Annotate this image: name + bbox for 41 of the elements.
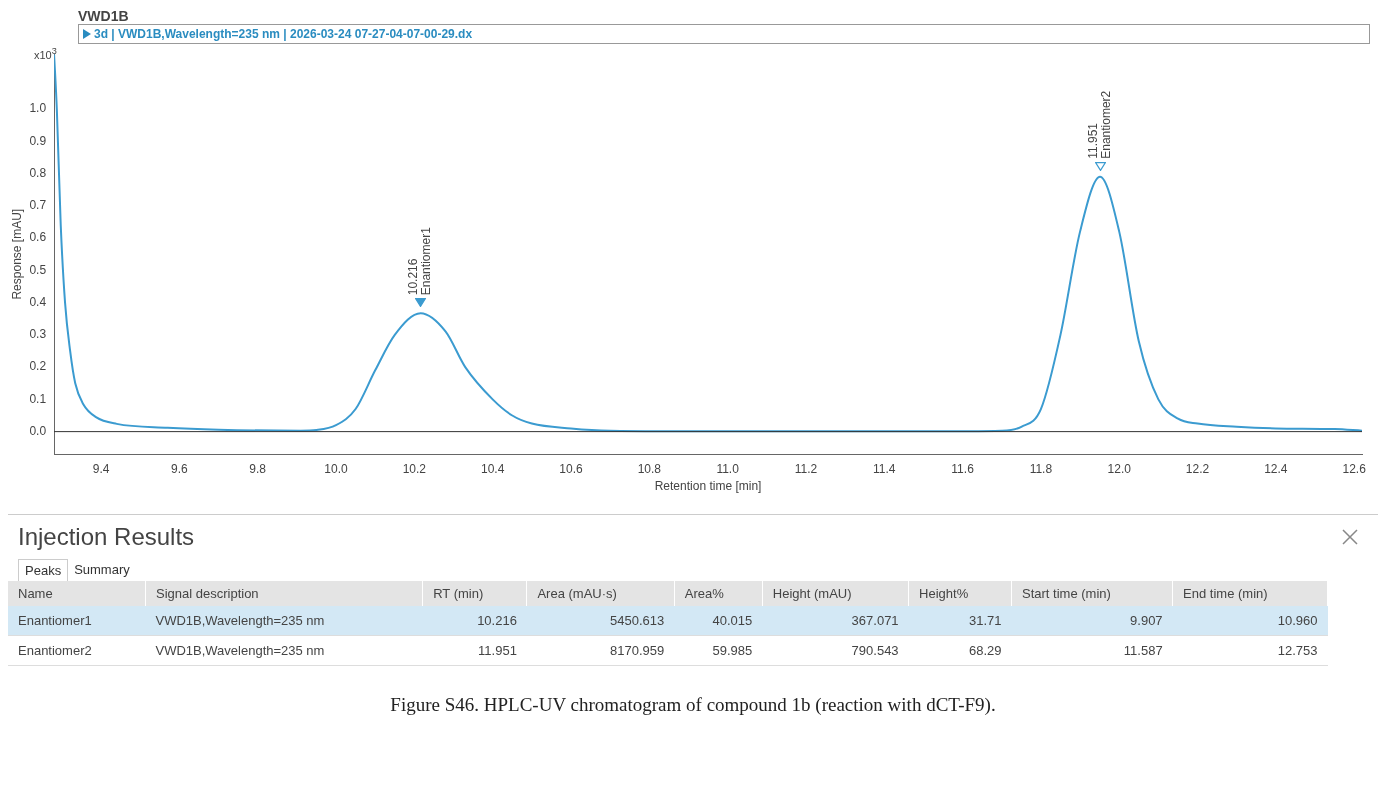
x-tick-label: 10.2 [402,461,427,476]
y-tick-label: 0.7 [29,198,47,213]
text: Peaks Summary [24,561,131,580]
x-tick-label: 12.4 [1264,461,1288,476]
x-tick-label: 11.6 [951,461,975,476]
y-tick-label: 0.8 [29,165,47,180]
x-tick-label: 12.0 [1107,461,1132,476]
y-tick-label: 0.6 [29,230,47,245]
y-tick-label: 0.2 [29,359,47,374]
table-header: Name Signal description RT (min) Area (mAU·s) Area% Height (mAU) Height% Start time (min) End time (min) [8,581,1328,606]
x-tick-label: 11.4 [873,461,896,476]
x-tick-label: 9.4 [92,461,110,476]
y-tick-label: 0.3 [29,327,47,342]
y-axis-title: Response [mAU] [9,208,24,300]
annotation: x10$^{3}$ [34,46,57,61]
x-tick-label: 12.6 [1342,461,1367,476]
annotation: 11.951 Enantiomer2 [1085,90,1113,159]
text: Enantiomer1 VWD1B,Wavelength=235 nm 10.216 5450.613 40.015 367.071 31.71 9.907 10.960 [18,613,1318,628]
x-tick-label: 11.8 [1029,461,1053,476]
y-tick-label: 0.5 [29,262,47,277]
x-tick-label: 10.4 [480,461,505,476]
caption: Figure S46. HPLC-UV chromatogram of compound 1b (reaction with dCT-F9). [389,694,997,716]
x-tick-label: 9.6 [171,461,189,476]
x-tick-label: 9.8 [249,461,267,476]
y-tick-label: 1.0 [29,101,47,116]
x-tick-label: 10.6 [559,461,583,476]
annotation: 10.216 Enantiomer1 [406,226,434,296]
x-tick-label: 11.2 [794,461,818,476]
x-tick-label: 10.0 [324,461,349,476]
text: Injection Results [17,522,196,552]
x-tick-label: 12.2 [1185,461,1210,476]
chart-title: VWD1B [78,8,130,24]
x-tick-label: 11.0 [716,461,740,476]
y-tick-label: 0.9 [29,133,47,148]
x-tick-label: 10.8 [637,461,662,476]
y-tick-label: 0.4 [29,294,47,309]
text: Enantiomer2 VWD1B,Wavelength=235 nm 11.951 8170.959 59.985 790.543 68.29 11.587 12.753 [18,643,1318,658]
y-tick-label: 0.1 [29,391,47,406]
y-tick-label: 0.0 [29,423,47,438]
x-axis-title: Retention time [min] [654,479,762,494]
chart-subtitle: 3d | VWD1B,Wavelength=235 nm | 2026-03-24 07-27-04-07-00-29.dx [94,27,473,41]
